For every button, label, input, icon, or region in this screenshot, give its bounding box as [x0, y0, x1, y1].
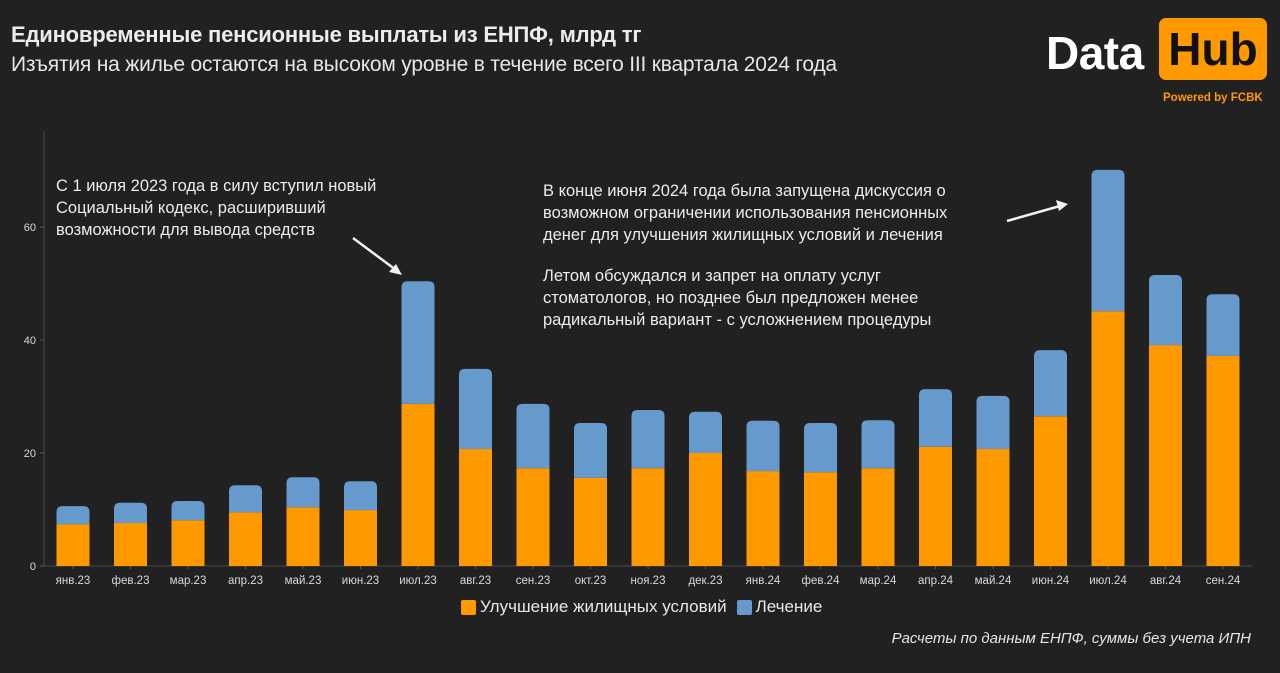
x-tick-label: янв.23	[56, 575, 91, 587]
datahub-logo: Data Hub Powered by FCBK	[1042, 18, 1272, 104]
bar-treatment-июн.24	[1034, 350, 1067, 417]
bar-housing-сен.24	[1206, 355, 1240, 566]
x-tick-label: апр.23	[228, 575, 263, 587]
bar-treatment-май.23	[286, 477, 320, 508]
arrow-head-icon	[1056, 200, 1068, 211]
bar-treatment-янв.23	[56, 506, 90, 525]
bar-treatment-мар.24	[861, 420, 895, 469]
bar-housing-мар.23	[171, 520, 205, 566]
bar-housing-дек.23	[689, 453, 722, 566]
bar-treatment-фев.23	[114, 502, 147, 524]
logo-powered-by: Powered by FCBK	[1163, 92, 1263, 104]
legend-label-housing: Улучшение жилищных условий	[480, 597, 727, 616]
legend-label-treatment: Лечение	[755, 597, 823, 616]
x-tick-label: авг.23	[460, 575, 491, 587]
bar-treatment-авг.23	[459, 368, 492, 450]
bar-treatment-ноя.23	[631, 410, 665, 469]
x-tick-label: фев.23	[112, 575, 150, 587]
bar-treatment-июл.24	[1091, 169, 1125, 312]
bar-housing-май.24	[976, 449, 1010, 566]
bar-housing-мар.24	[861, 468, 895, 566]
chart-subtitle: Изъятия на жилье остаются на высоком уро…	[11, 53, 837, 76]
chart-legend: Улучшение жилищных условий Лечение	[461, 597, 832, 617]
annotation-arrow-june2024	[1006, 204, 1061, 223]
bar-housing-авг.23	[459, 449, 492, 566]
annotation-june-2024: В конце июня 2024 года была запущена дис…	[543, 180, 947, 331]
x-tick-label: мар.24	[860, 575, 897, 587]
y-tick-label: 0	[30, 561, 36, 573]
bar-housing-июл.23	[401, 403, 435, 566]
legend-item-treatment: Лечение	[736, 597, 823, 617]
legend-item-housing: Улучшение жилищных условий	[461, 597, 727, 617]
bar-housing-ноя.23	[631, 468, 665, 566]
bar-treatment-окт.23	[574, 423, 607, 478]
bar-housing-янв.24	[746, 471, 780, 566]
arrow-head-icon	[389, 264, 402, 275]
x-tick-label: сен.23	[516, 575, 550, 587]
bar-treatment-апр.24	[919, 389, 952, 447]
bar-treatment-апр.23	[229, 485, 262, 513]
x-tick-label: авг.24	[1150, 575, 1182, 587]
logo-data-text: Data	[1046, 27, 1144, 79]
y-tick-label: 60	[24, 222, 36, 234]
bar-treatment-авг.24	[1149, 275, 1182, 346]
x-axis-labels: янв.23 фев.23 мар.23 апр.23 май.23 июн.23 июл.…	[56, 566, 1241, 587]
annotation-arrow-july2023	[352, 236, 397, 272]
x-tick-label: ноя.23	[631, 575, 666, 587]
legend-swatch-treatment	[736, 599, 752, 615]
x-tick-label: май.23	[285, 575, 322, 587]
x-tick-label: янв.24	[746, 575, 781, 587]
bar-treatment-сен.24	[1206, 294, 1240, 356]
x-tick-label: сен.24	[1206, 575, 1241, 587]
bar-housing-апр.24	[919, 446, 952, 566]
bar-treatment-май.24	[976, 395, 1010, 450]
annotation-text: С 1 июля 2023 года в силу вступил новый …	[56, 177, 377, 239]
x-tick-label: июн.24	[1032, 575, 1070, 587]
x-tick-label: дек.23	[688, 575, 722, 587]
annotation-text-p2: Летом обсуждался и запрет на оплату услу…	[543, 267, 932, 329]
bar-treatment-дек.23	[689, 411, 722, 453]
logo-hub-badge: Hub	[1159, 18, 1267, 80]
bar-housing-июн.23	[344, 510, 377, 566]
x-tick-label: июн.23	[342, 575, 379, 587]
bar-treatment-сен.23	[516, 403, 550, 469]
legend-swatch-housing	[461, 599, 476, 615]
x-tick-label: июл.23	[399, 575, 437, 587]
bar-housing-янв.23	[56, 524, 90, 566]
bar-treatment-июл.23	[401, 281, 435, 404]
x-tick-label: окт.23	[575, 575, 607, 587]
annotation-arrows	[352, 200, 1068, 275]
bar-housing-авг.24	[1149, 345, 1182, 566]
bar-housing-сен.23	[516, 468, 550, 566]
x-tick-label: апр.24	[918, 575, 954, 587]
y-tick-label: 20	[24, 448, 36, 460]
bar-treatment-фев.24	[804, 423, 837, 473]
x-tick-label: фев.24	[802, 575, 841, 587]
bar-housing-фев.23	[114, 523, 147, 566]
y-tick-label: 40	[24, 335, 36, 347]
bar-treatment-мар.23	[171, 501, 205, 521]
bar-housing-май.23	[286, 507, 320, 566]
annotation-text-p1: В конце июня 2024 года была запущена дис…	[543, 182, 948, 244]
x-tick-label: мар.23	[170, 575, 207, 587]
bar-housing-июл.24	[1091, 311, 1125, 566]
x-tick-label: май.24	[975, 575, 1012, 587]
annotation-july-2023: С 1 июля 2023 года в силу вступил новый …	[56, 175, 376, 241]
chart-bars	[56, 169, 1240, 566]
bar-housing-окт.23	[574, 477, 607, 566]
x-tick-label: июл.24	[1089, 575, 1127, 587]
chart-title: Единовременные пенсионные выплаты из ЕНП…	[11, 22, 642, 47]
bar-treatment-июн.23	[344, 481, 377, 511]
bar-housing-июн.24	[1034, 416, 1067, 566]
bar-housing-апр.23	[229, 512, 262, 566]
bar-treatment-янв.24	[746, 420, 780, 472]
source-footnote: Расчеты по данным ЕНПФ, суммы без учета …	[891, 630, 1251, 647]
bar-housing-фев.24	[804, 472, 837, 566]
